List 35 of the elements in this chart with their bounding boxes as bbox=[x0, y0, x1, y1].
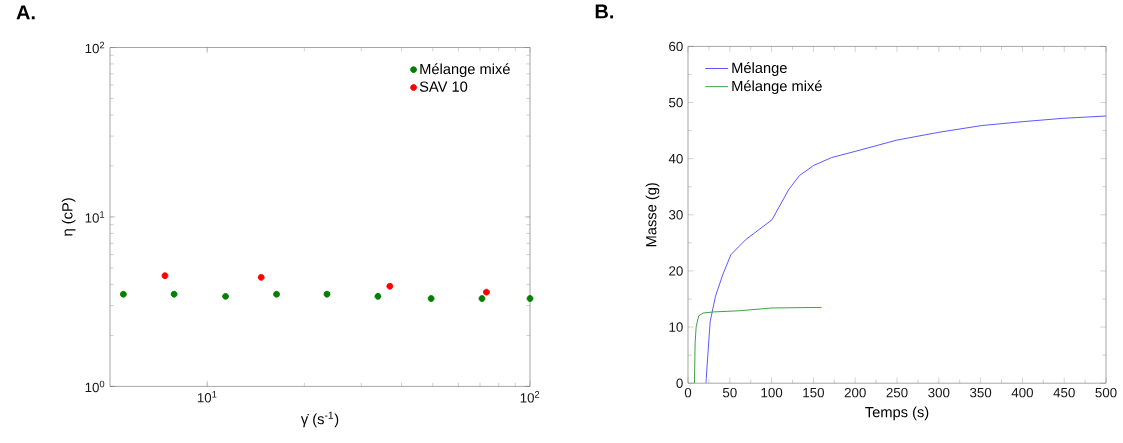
y-tick-label: 40 bbox=[668, 153, 683, 164]
y-tick-label: 10$^{2}$ bbox=[85, 41, 105, 54]
y-axis-title: η (cP) bbox=[61, 198, 76, 236]
x-tick-label: 10$^{2}$ bbox=[520, 391, 540, 403]
x-tick-label: 400 bbox=[1011, 387, 1034, 398]
x-tick-label: 450 bbox=[1053, 387, 1075, 398]
y-tick-label: 10$^{1}$ bbox=[85, 211, 105, 223]
y-tick-label: 10$^{0}$ bbox=[85, 380, 105, 393]
legend-label: Mélange mixé bbox=[420, 63, 510, 78]
y-tick-label: 50 bbox=[669, 97, 683, 108]
x-tick-label: 250 bbox=[886, 387, 908, 398]
x-axis-title: γ̇ (s$^{-1}$) bbox=[300, 411, 339, 428]
x-axis-title: Temps (s) bbox=[865, 406, 929, 421]
legend-label: Mélange mixé bbox=[732, 80, 822, 95]
x-tick-label: 350 bbox=[969, 387, 992, 398]
x-tick-label: 500 bbox=[1095, 387, 1117, 398]
x-tick-label: 50 bbox=[722, 387, 737, 398]
legend-label: Mélange bbox=[732, 62, 787, 76]
x-tick-label: 0 bbox=[684, 387, 692, 398]
y-tick-label: 0 bbox=[676, 378, 683, 388]
y-tick-label: 10 bbox=[669, 322, 683, 332]
x-tick-label: 10$^{1}$ bbox=[197, 391, 217, 403]
line-series bbox=[705, 115, 1107, 384]
legend-label: SAV 10 bbox=[419, 81, 468, 92]
x-tick-label: 200 bbox=[844, 387, 866, 398]
y-tick-label: 20 bbox=[669, 266, 683, 276]
x-tick-label: 150 bbox=[803, 387, 825, 398]
y-axis-title: Masse (g) bbox=[645, 183, 660, 247]
chart-title: A. bbox=[16, 5, 35, 20]
line-series bbox=[693, 306, 823, 384]
y-tick-label: 60 bbox=[669, 41, 683, 52]
x-tick-label: 100 bbox=[761, 387, 783, 398]
y-tick-label: 30 bbox=[668, 210, 683, 220]
x-tick-label: 300 bbox=[928, 387, 950, 398]
chart-title: B. bbox=[595, 4, 614, 19]
